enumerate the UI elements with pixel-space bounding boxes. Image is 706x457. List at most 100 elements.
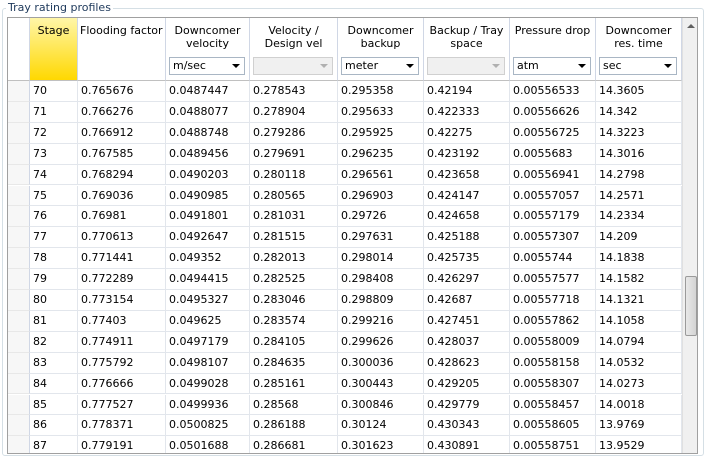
column-header[interactable]: Downcomer velocity m/sec	[166, 18, 250, 81]
table-cell: 0.00558457	[510, 394, 596, 416]
column-header[interactable]: Velocity / Design vel	[250, 18, 338, 81]
scroll-thumb[interactable]	[685, 276, 697, 336]
table-cell: 0.429779	[424, 394, 510, 416]
table-cell: 0.423658	[424, 164, 510, 186]
unit-dropdown[interactable]: meter	[341, 57, 419, 75]
table-cell: 14.3223	[596, 122, 682, 144]
table-cell: 14.0018	[596, 394, 682, 416]
table-cell: 0.282525	[250, 269, 338, 290]
header-label: Downcomer backup	[347, 24, 414, 50]
column-header[interactable]: Pressure drop atm	[510, 18, 596, 81]
table-cell: 0.00558605	[510, 415, 596, 437]
column-header[interactable]: Downcomer res. time sec	[596, 18, 682, 81]
table-cell: 0.776666	[78, 373, 166, 395]
unit-dropdown[interactable]: m/sec	[169, 57, 245, 75]
table-cell: 0.428623	[424, 352, 510, 374]
dropdown-arrow	[664, 64, 672, 68]
table-cell: 14.1321	[596, 290, 682, 311]
corner-cell	[8, 18, 30, 81]
table-cell: 0.299216	[338, 310, 424, 332]
table-cell: 0.770613	[78, 227, 166, 249]
table-cell: 0.766912	[78, 122, 166, 144]
table-cell: 14.209	[596, 227, 682, 249]
table-cell: 0.00556941	[510, 164, 596, 186]
table-cell: 0.281031	[250, 206, 338, 228]
table-cell: 0.772289	[78, 269, 166, 290]
table-cell: 0.42194	[424, 81, 510, 102]
table-cell: 0.765676	[78, 81, 166, 102]
header-label: Downcomer velocity	[174, 24, 241, 50]
table-cell: 0.296235	[338, 143, 424, 165]
table-cell: 0.00557862	[510, 310, 596, 332]
row-header[interactable]	[8, 373, 30, 395]
table-cell: 0.286681	[250, 436, 338, 453]
table-cell: 0.0488077	[166, 101, 250, 123]
table-cell: 14.0273	[596, 373, 682, 395]
table-cell: 0.299626	[338, 331, 424, 353]
row-header[interactable]	[8, 290, 30, 311]
row-header[interactable]	[8, 185, 30, 207]
row-header[interactable]	[8, 81, 30, 102]
table-cell: 83	[30, 352, 78, 374]
row-header[interactable]	[8, 352, 30, 374]
table-cell: 0.428037	[424, 331, 510, 353]
header-label: Flooding factor	[80, 24, 163, 37]
table-cell: 0.300036	[338, 352, 424, 374]
dropdown-arrow	[492, 64, 500, 68]
table-cell: 0.0495327	[166, 290, 250, 311]
dropdown-arrow	[406, 64, 414, 68]
table-cell: 0.281515	[250, 227, 338, 249]
table-cell: 77	[30, 227, 78, 249]
table-cell: 0.76981	[78, 206, 166, 228]
table-cell: 14.0532	[596, 352, 682, 374]
row-header[interactable]	[8, 415, 30, 437]
scroll-up[interactable]	[687, 24, 695, 28]
row-header[interactable]	[8, 269, 30, 290]
unit-dropdown[interactable]: atm	[513, 57, 591, 75]
table-cell: 0.0489456	[166, 143, 250, 165]
unit-dropdown[interactable]: sec	[599, 57, 677, 75]
table-cell: 14.2798	[596, 164, 682, 186]
column-header[interactable]: Downcomer backup meter	[338, 18, 424, 81]
row-header[interactable]	[8, 331, 30, 353]
row-header[interactable]	[8, 164, 30, 186]
table-cell: 0.296561	[338, 164, 424, 186]
row-header[interactable]	[8, 227, 30, 249]
row-header[interactable]	[8, 122, 30, 144]
table-cell: 0.425188	[424, 227, 510, 249]
table-cell: 86	[30, 415, 78, 437]
table-cell: 0.0490203	[166, 164, 250, 186]
table-cell: 0.00558158	[510, 352, 596, 374]
row-header[interactable]	[8, 101, 30, 123]
table-cell: 70	[30, 81, 78, 102]
table-cell: 14.0794	[596, 331, 682, 353]
header-label: Backup / Tray space	[429, 24, 504, 50]
column-header[interactable]: Backup / Tray space	[424, 18, 510, 81]
row-header[interactable]	[8, 310, 30, 332]
row-header[interactable]	[8, 394, 30, 416]
table-cell: 81	[30, 310, 78, 332]
unit-dropdown	[427, 57, 505, 75]
header-label: Velocity / Design vel	[264, 24, 323, 50]
table-cell: 0.284105	[250, 331, 338, 353]
column-header[interactable]: Flooding factor	[78, 18, 166, 81]
row-header[interactable]	[8, 143, 30, 165]
row-header[interactable]	[8, 248, 30, 270]
scrollbar[interactable]	[682, 18, 697, 453]
table-cell: 0.00558009	[510, 331, 596, 353]
header-label: Pressure drop	[514, 24, 591, 37]
table-cell: 0.049625	[166, 310, 250, 332]
table-cell: 0.0500825	[166, 415, 250, 437]
table-cell: 0.278543	[250, 81, 338, 102]
table-cell: 0.300846	[338, 394, 424, 416]
table-cell: 0.0499936	[166, 394, 250, 416]
row-header[interactable]	[8, 436, 30, 453]
column-header[interactable]: Stage	[30, 18, 78, 81]
table-cell: 0.00558307	[510, 373, 596, 395]
table-cell: 0.422333	[424, 101, 510, 123]
table-cell: 0.769036	[78, 185, 166, 207]
table-cell: 76	[30, 206, 78, 228]
row-header[interactable]	[8, 206, 30, 228]
table-cell: 87	[30, 436, 78, 453]
